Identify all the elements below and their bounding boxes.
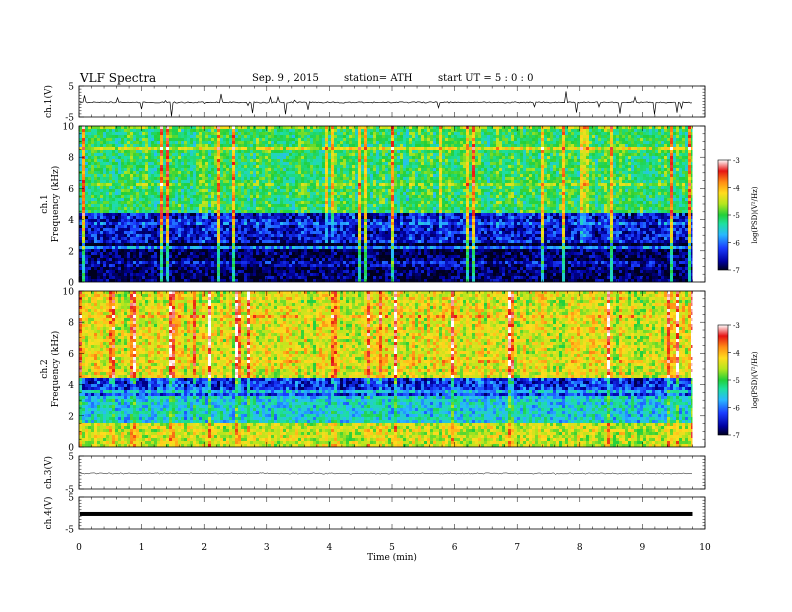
colorbar-label: log(PSD)(V²/Hz) <box>751 186 759 243</box>
colorbar-tick-label: -4 <box>733 185 740 193</box>
colorbar-tick-label: -7 <box>733 432 740 440</box>
colorbar-tick-label: -3 <box>733 322 740 330</box>
y-axis-label-frequency: Frequency (kHz) <box>50 331 61 408</box>
x-tick-label: 3 <box>264 543 270 553</box>
colorbar-tick-label: -4 <box>733 350 740 358</box>
colorbar-tick-label: -6 <box>733 405 740 413</box>
y-tick-label: 5 <box>68 83 74 93</box>
spectrogram-ch2 <box>79 291 692 447</box>
y-axis-label: ch.4(V) <box>43 497 54 530</box>
y-tick-label: 5 <box>68 494 74 504</box>
waveform-ch1 <box>80 91 692 116</box>
spectrogram-ch1 <box>79 126 692 282</box>
waveform-ch3 <box>80 473 692 475</box>
waveform-ch4 <box>80 512 692 516</box>
x-tick-label: 4 <box>327 543 333 553</box>
y-tick-label: 6 <box>68 350 74 360</box>
x-tick-label: 6 <box>452 543 458 553</box>
x-tick-label: 8 <box>577 543 583 553</box>
y-tick-label: 8 <box>68 154 74 164</box>
y-axis-label-channel: ch.1 <box>40 194 50 213</box>
y-tick-label: 5 <box>68 453 74 463</box>
y-tick-label: 2 <box>68 412 74 422</box>
y-tick-label: 4 <box>68 381 74 391</box>
x-tick-label: 0 <box>76 543 82 553</box>
y-tick-label: 6 <box>68 185 74 195</box>
y-axis-label: ch.3(V) <box>43 456 54 489</box>
y-tick-label: 4 <box>68 216 74 226</box>
colorbar-tick-label: -5 <box>733 212 740 220</box>
colorbar-label: log(PSD)(V²/Hz) <box>751 351 759 408</box>
y-axis-label-channel: ch.2 <box>40 359 50 378</box>
colorbar-tick-label: -5 <box>733 377 740 385</box>
vlf-figure: -3 -4 -5 -6 -7 log(PSD)(V²/Hz) -3 -4 -5 -6 -7 log(P… <box>0 0 792 612</box>
y-axis-label-frequency: Frequency (kHz) <box>50 166 61 243</box>
y-tick-label: 8 <box>68 319 74 329</box>
x-tick-label: 5 <box>389 543 395 553</box>
y-axis-label: ch.1(V) <box>43 85 54 118</box>
y-tick-label: 2 <box>68 247 74 257</box>
colorbar-ch2 <box>718 325 728 435</box>
colorbar-tick-label: -3 <box>733 157 740 165</box>
x-tick-label: 2 <box>201 543 207 553</box>
y-tick-label: -5 <box>65 526 74 536</box>
x-tick-label: 9 <box>640 543 646 553</box>
x-tick-label: 1 <box>139 543 145 553</box>
colorbar-tick-label: -6 <box>733 240 740 248</box>
y-tick-label: 10 <box>63 288 75 298</box>
x-axis-label: Time (min) <box>367 552 417 563</box>
x-tick-label: 7 <box>514 543 520 553</box>
colorbar-ch1 <box>718 160 728 270</box>
colorbar-tick-label: -7 <box>733 267 740 275</box>
y-tick-label: 10 <box>63 123 75 133</box>
x-tick-label: 10 <box>699 543 711 553</box>
